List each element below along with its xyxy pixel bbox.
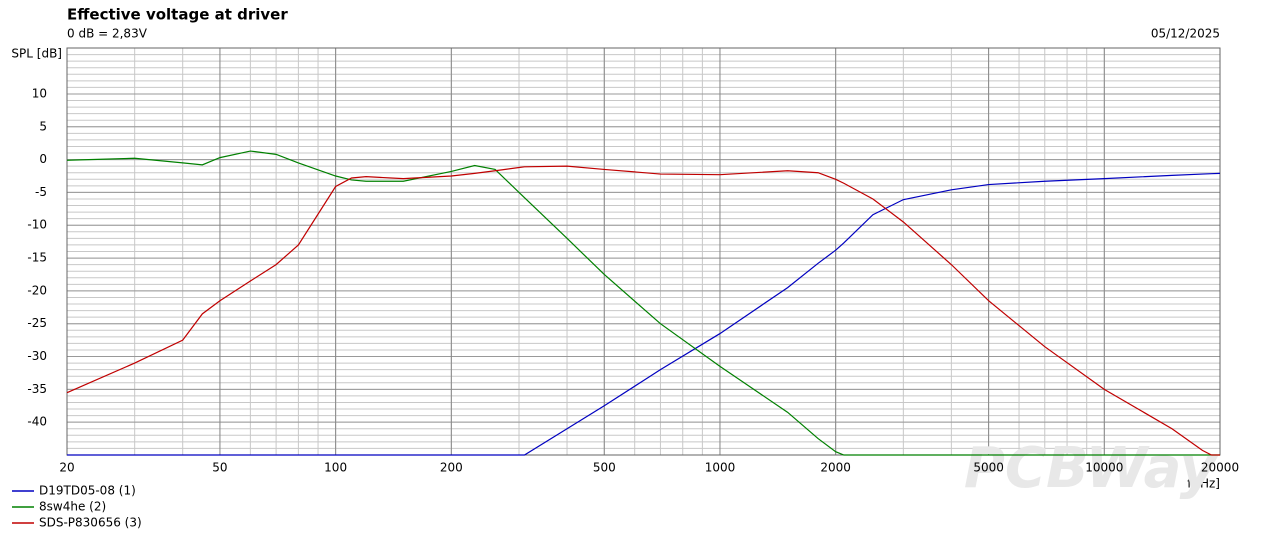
y-tick-label: -40 <box>27 415 47 429</box>
legend-label: SDS-P830656 (3) <box>39 516 142 530</box>
legend-label: 8sw4he (2) <box>39 500 106 514</box>
series-line <box>67 172 1221 456</box>
x-tick-label: 20 <box>59 461 74 475</box>
date: 05/12/2025 <box>1151 27 1220 41</box>
x-tick-label: 50 <box>212 461 227 475</box>
watermark: PCBWay <box>964 436 1219 501</box>
y-tick-label: 5 <box>39 119 47 133</box>
chart-title: Effective voltage at driver <box>67 6 288 24</box>
x-tick-label: 100 <box>324 461 347 475</box>
y-tick-label: 10 <box>32 86 47 100</box>
x-axis-label: f [Hz] <box>1187 477 1220 491</box>
y-tick-label: -20 <box>27 283 47 297</box>
y-tick-label: -5 <box>35 185 47 199</box>
y-tick-label: -35 <box>27 382 47 396</box>
x-tick-label: 20000 <box>1201 461 1239 475</box>
y-tick-label: -30 <box>27 349 47 363</box>
x-tick-label: 5000 <box>973 461 1004 475</box>
subtitle: 0 dB = 2,83V <box>67 27 148 41</box>
x-tick-label: 2000 <box>820 461 851 475</box>
y-tick-label: 0 <box>39 152 47 166</box>
y-tick-label: -10 <box>27 218 47 232</box>
series-line <box>66 165 1220 456</box>
x-tick-label: 500 <box>593 461 616 475</box>
series-line <box>66 150 1220 456</box>
y-axis-label: SPL [dB] <box>11 47 62 61</box>
legend-label: D19TD05-08 (1) <box>39 484 136 498</box>
x-tick-label: 200 <box>440 461 463 475</box>
y-tick-label: -25 <box>27 316 47 330</box>
x-tick-label: 10000 <box>1085 461 1123 475</box>
plot-frame <box>66 47 1221 456</box>
x-tick-label: 1000 <box>705 461 736 475</box>
y-tick-label: -15 <box>27 251 47 265</box>
